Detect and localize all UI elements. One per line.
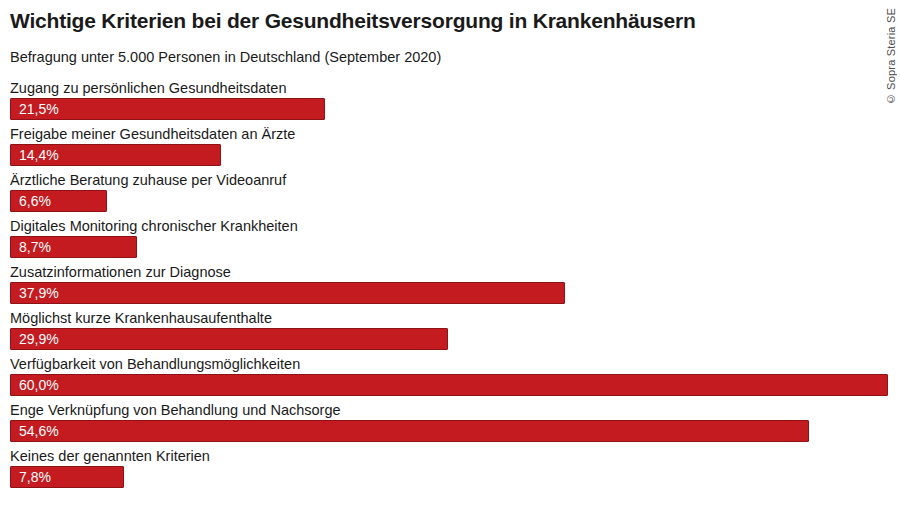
bar-value-label: 14,4% bbox=[11, 147, 59, 163]
bar-row: Freigabe meiner Gesundheitsdaten an Ärzt… bbox=[10, 125, 900, 171]
bar: 54,6% bbox=[10, 420, 809, 442]
bar: 14,4% bbox=[10, 144, 221, 166]
bar-value-label: 37,9% bbox=[11, 285, 59, 301]
bar-row: Ärztliche Beratung zuhause per Videoanru… bbox=[10, 171, 900, 217]
bar-label: Ärztliche Beratung zuhause per Videoanru… bbox=[10, 171, 900, 190]
bar: 7,8% bbox=[10, 466, 124, 488]
bar-row: Enge Verknüpfung von Behandlung und Nach… bbox=[10, 401, 900, 447]
chart-header: Wichtige Kriterien bei der Gesundheitsve… bbox=[10, 8, 900, 65]
bar-row: Keines der genannten Kriterien 7,8% bbox=[10, 447, 900, 493]
bar-value-label: 8,7% bbox=[11, 239, 51, 255]
bar: 21,5% bbox=[10, 98, 325, 120]
bar-label: Enge Verknüpfung von Behandlung und Nach… bbox=[10, 401, 900, 420]
bar-label: Möglichst kurze Krankenhausaufenthalte bbox=[10, 309, 900, 328]
bar-label: Keines der genannten Kriterien bbox=[10, 447, 900, 466]
bar-value-label: 54,6% bbox=[11, 423, 59, 439]
bar-label: Digitales Monitoring chronischer Krankhe… bbox=[10, 217, 900, 236]
bar-row: Zusatzinformationen zur Diagnose 37,9% bbox=[10, 263, 900, 309]
bar: 29,9% bbox=[10, 328, 448, 350]
bar-rows: Zugang zu persönlichen Gesundheitsdaten … bbox=[10, 79, 900, 493]
bar-label: Verfügbarkeit von Behandlungsmöglichkeit… bbox=[10, 355, 900, 374]
bar: 8,7% bbox=[10, 236, 137, 258]
bar: 6,6% bbox=[10, 190, 107, 212]
bar-value-label: 21,5% bbox=[11, 101, 59, 117]
bar-label: Zugang zu persönlichen Gesundheitsdaten bbox=[10, 79, 900, 98]
chart-subtitle: Befragung unter 5.000 Personen in Deutsc… bbox=[10, 49, 900, 65]
bar-value-label: 7,8% bbox=[11, 469, 51, 485]
copyright-credit: © Sopra Steria SE bbox=[885, 8, 897, 105]
bar: 60,0% bbox=[10, 374, 888, 396]
bar-row: Digitales Monitoring chronischer Krankhe… bbox=[10, 217, 900, 263]
bar-row: Zugang zu persönlichen Gesundheitsdaten … bbox=[10, 79, 900, 125]
bar-row: Möglichst kurze Krankenhausaufenthalte 2… bbox=[10, 309, 900, 355]
bar-label: Freigabe meiner Gesundheitsdaten an Ärzt… bbox=[10, 125, 900, 144]
bar-value-label: 6,6% bbox=[11, 193, 51, 209]
bar-row: Verfügbarkeit von Behandlungsmöglichkeit… bbox=[10, 355, 900, 401]
bar-label: Zusatzinformationen zur Diagnose bbox=[10, 263, 900, 282]
bar-value-label: 60,0% bbox=[11, 377, 59, 393]
bar-value-label: 29,9% bbox=[11, 331, 59, 347]
bar: 37,9% bbox=[10, 282, 565, 304]
chart-title: Wichtige Kriterien bei der Gesundheitsve… bbox=[10, 8, 900, 34]
infographic: Wichtige Kriterien bei der Gesundheitsve… bbox=[0, 0, 900, 493]
bar-chart: Zugang zu persönlichen Gesundheitsdaten … bbox=[10, 79, 900, 493]
